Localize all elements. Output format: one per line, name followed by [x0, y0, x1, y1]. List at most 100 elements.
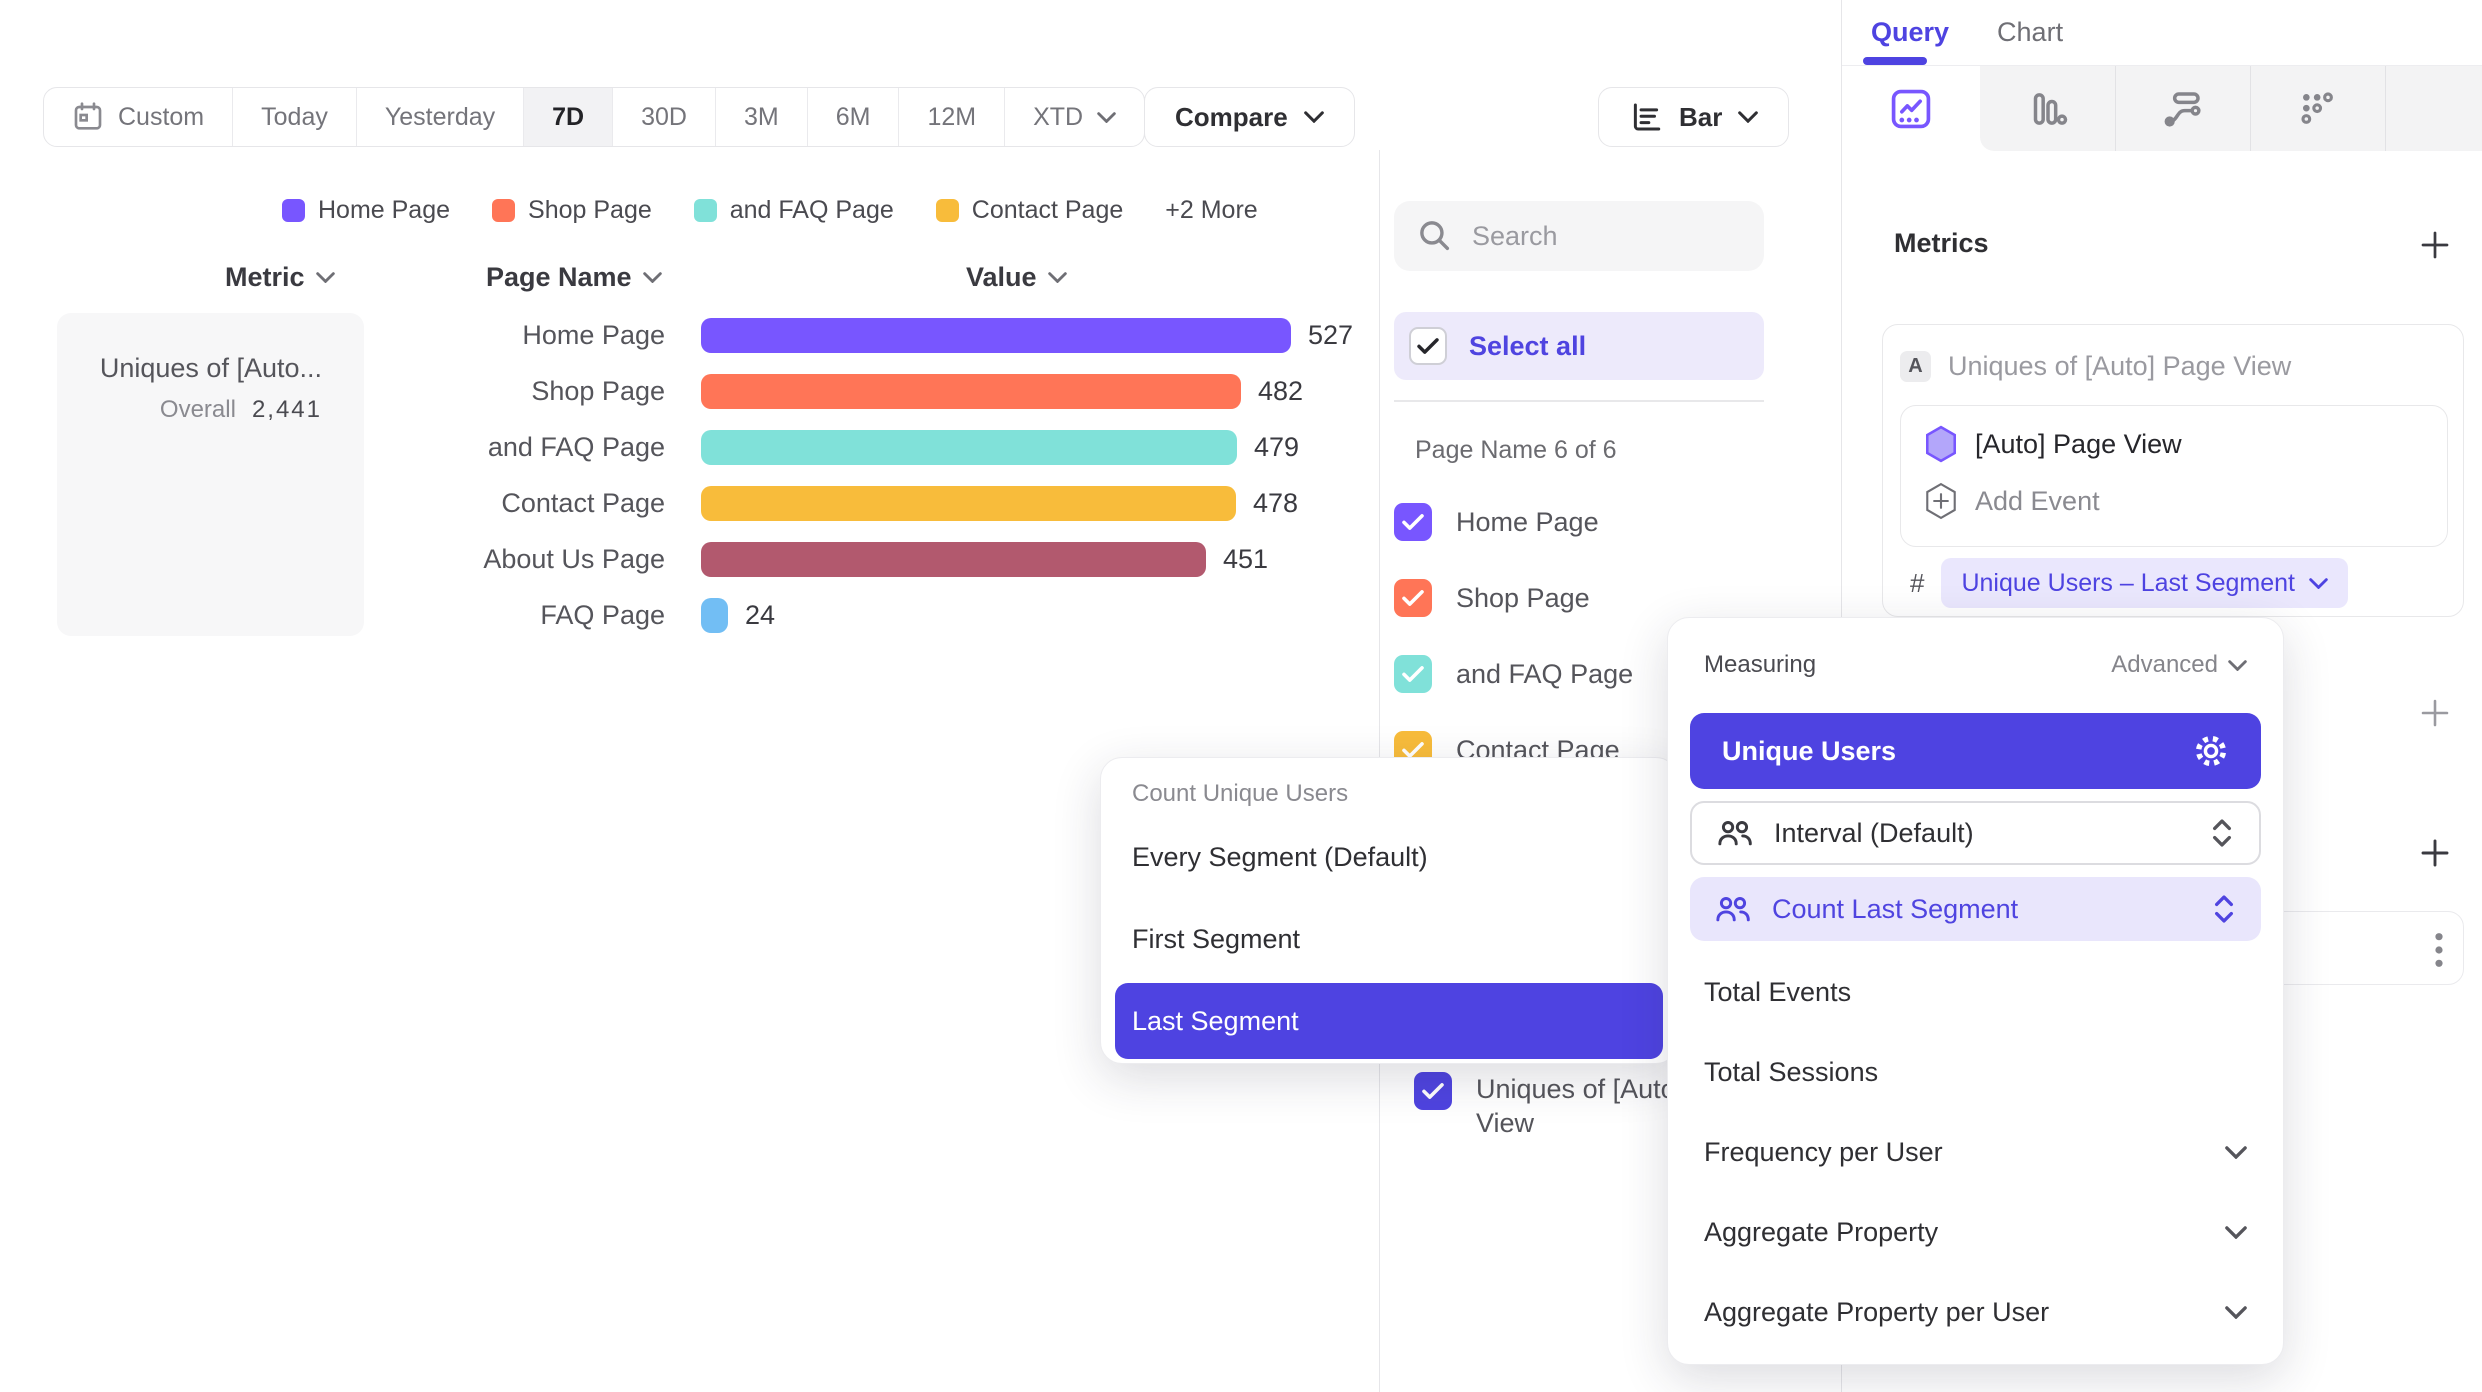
chart-type-button[interactable]: Bar: [1598, 87, 1790, 147]
count-last-segment-row[interactable]: Count Last Segment: [1690, 877, 2261, 941]
search-input[interactable]: Search: [1394, 201, 1764, 271]
check-icon: [1402, 590, 1424, 606]
segment-count-label: Page Name 6 of 6: [1415, 436, 1617, 464]
measuring-option[interactable]: Total Sessions: [1704, 1056, 1879, 1087]
report-type-strip: [1980, 66, 2482, 151]
active-tab-underline: [1863, 57, 1927, 65]
date-range-button[interactable]: 7D: [524, 88, 614, 146]
segment-row[interactable]: Home Page: [1394, 498, 1764, 546]
legend-item[interactable]: Home Page: [282, 196, 450, 225]
count-option[interactable]: First Segment: [1132, 923, 1301, 954]
bar-value: 482: [1258, 376, 1304, 406]
add-event-row[interactable]: Add Event: [1923, 479, 2447, 523]
count-popover-title: Count Unique Users: [1132, 780, 1349, 807]
value-column-header[interactable]: Value: [966, 262, 1067, 293]
kebab-menu-icon[interactable]: [2433, 931, 2445, 969]
date-range-button[interactable]: 30D: [613, 88, 716, 146]
bar[interactable]: [701, 430, 1237, 465]
metric-card[interactable]: A Uniques of [Auto] Page View [Auto] Pag…: [1882, 324, 2464, 617]
check-icon: [1417, 338, 1439, 354]
metric-title: Uniques of [Auto] Page View: [1948, 351, 2292, 381]
add-metric-button[interactable]: [2419, 229, 2451, 261]
segment-checkbox[interactable]: [1414, 1072, 1452, 1110]
legend-item[interactable]: Contact Page: [935, 196, 1123, 225]
bar-chart-row: Home Page 527: [0, 318, 1379, 353]
tab-query[interactable]: Query: [1871, 17, 1950, 47]
event-row[interactable]: [Auto] Page View: [1923, 422, 2447, 466]
chevron-down-icon: [642, 272, 662, 283]
bar-chart-row: Contact Page 478: [0, 486, 1379, 521]
date-range-button[interactable]: 3M: [716, 88, 808, 146]
metric-column-header[interactable]: Metric: [225, 262, 335, 293]
select-all-row[interactable]: Select all: [1394, 312, 1764, 380]
legend-item[interactable]: Shop Page: [492, 196, 652, 225]
chevron-down-icon: [1097, 111, 1116, 123]
chart-legend: Home Page Shop Page and FAQ Page Contact…: [282, 196, 1258, 225]
chevron-down-icon: [2228, 659, 2247, 671]
add-event-hexagon-icon: [1926, 482, 1956, 520]
chevron-down-icon: [1047, 272, 1067, 283]
segment-checkbox[interactable]: [1394, 503, 1432, 541]
bar[interactable]: [701, 542, 1206, 577]
add-formula-button[interactable]: [2419, 697, 2451, 729]
report-type-flows[interactable]: [2115, 66, 2250, 151]
bar-row-label: Contact Page: [501, 488, 665, 518]
chevron-down-icon: [2225, 1305, 2247, 1319]
measuring-option[interactable]: Total Events: [1704, 976, 1852, 1007]
bar-chart-row: FAQ Page 24: [0, 598, 1379, 633]
page-name-column-header[interactable]: Page Name: [486, 262, 662, 293]
compare-button[interactable]: Compare: [1144, 87, 1355, 147]
legend-swatch: [282, 199, 305, 222]
measuring-option[interactable]: Frequency per User: [1668, 1112, 2283, 1192]
report-type-retention[interactable]: [2250, 66, 2385, 151]
interval-default-row[interactable]: Interval (Default): [1690, 801, 2261, 865]
measuring-option-unique-users[interactable]: Unique Users: [1690, 713, 2261, 789]
legend-swatch: [935, 199, 959, 222]
funnel-bars-icon: [2033, 92, 2067, 125]
select-all-checkbox[interactable]: [1409, 327, 1447, 365]
insights-chart-icon: [1891, 89, 1931, 128]
bar-row-label: About Us Page: [483, 544, 665, 574]
bar-value: 527: [1308, 320, 1354, 350]
chevron-down-icon: [1303, 111, 1324, 123]
count-option[interactable]: Every Segment (Default): [1132, 841, 1428, 872]
bar[interactable]: [701, 598, 728, 633]
segment-checkbox[interactable]: [1394, 655, 1432, 693]
date-range-button[interactable]: 6M: [808, 88, 900, 146]
select-all-label: Select all: [1469, 330, 1587, 361]
report-type-funnels[interactable]: [1980, 66, 2115, 151]
measurement-pill[interactable]: Unique Users – Last Segment: [1941, 558, 2348, 608]
chevron-down-icon: [2225, 1145, 2247, 1159]
report-type-insights-active[interactable]: [1842, 66, 1980, 151]
gear-icon[interactable]: [2193, 733, 2229, 769]
date-range-button[interactable]: XTD: [1005, 88, 1144, 146]
date-range-buttons: Today Yesterday 7D 30D 3M 6M 12M: [233, 88, 1144, 146]
date-range-button[interactable]: 12M: [899, 88, 1006, 146]
legend-swatch: [693, 199, 717, 222]
tab-chart[interactable]: Chart: [1997, 17, 2064, 47]
bar[interactable]: [701, 486, 1236, 521]
event-card: [Auto] Page View Add Event: [1900, 405, 2448, 547]
segment-row[interactable]: Shop Page: [1394, 574, 1764, 622]
measuring-popover: Measuring Advanced Unique Users Interval…: [1667, 617, 2284, 1365]
segment-checkbox[interactable]: [1394, 579, 1432, 617]
date-custom-button[interactable]: Custom: [44, 88, 234, 146]
measuring-option[interactable]: Aggregate Property per User: [1668, 1272, 2283, 1352]
metric-summary-card[interactable]: Uniques of [Auto... Overall 2,441: [57, 313, 364, 636]
metric-letter-badge: A: [1900, 351, 1931, 382]
divider: [1394, 400, 1764, 402]
bar[interactable]: [701, 374, 1241, 409]
segment-row[interactable]: and FAQ Page: [1394, 650, 1764, 698]
bar-row-label: Shop Page: [531, 376, 665, 406]
advanced-toggle[interactable]: Advanced: [2111, 651, 2247, 679]
bar[interactable]: [701, 318, 1291, 353]
legend-item[interactable]: and FAQ Page: [693, 196, 894, 225]
measuring-option[interactable]: Aggregate Property: [1668, 1192, 2283, 1272]
legend-more[interactable]: +2 More: [1165, 196, 1258, 224]
count-option[interactable]: Last Segment: [1115, 983, 1663, 1059]
bar-value: 479: [1254, 432, 1300, 462]
date-range-button[interactable]: Yesterday: [357, 88, 525, 146]
date-range-button[interactable]: Today: [233, 88, 357, 146]
add-filter-button[interactable]: [2419, 837, 2451, 869]
